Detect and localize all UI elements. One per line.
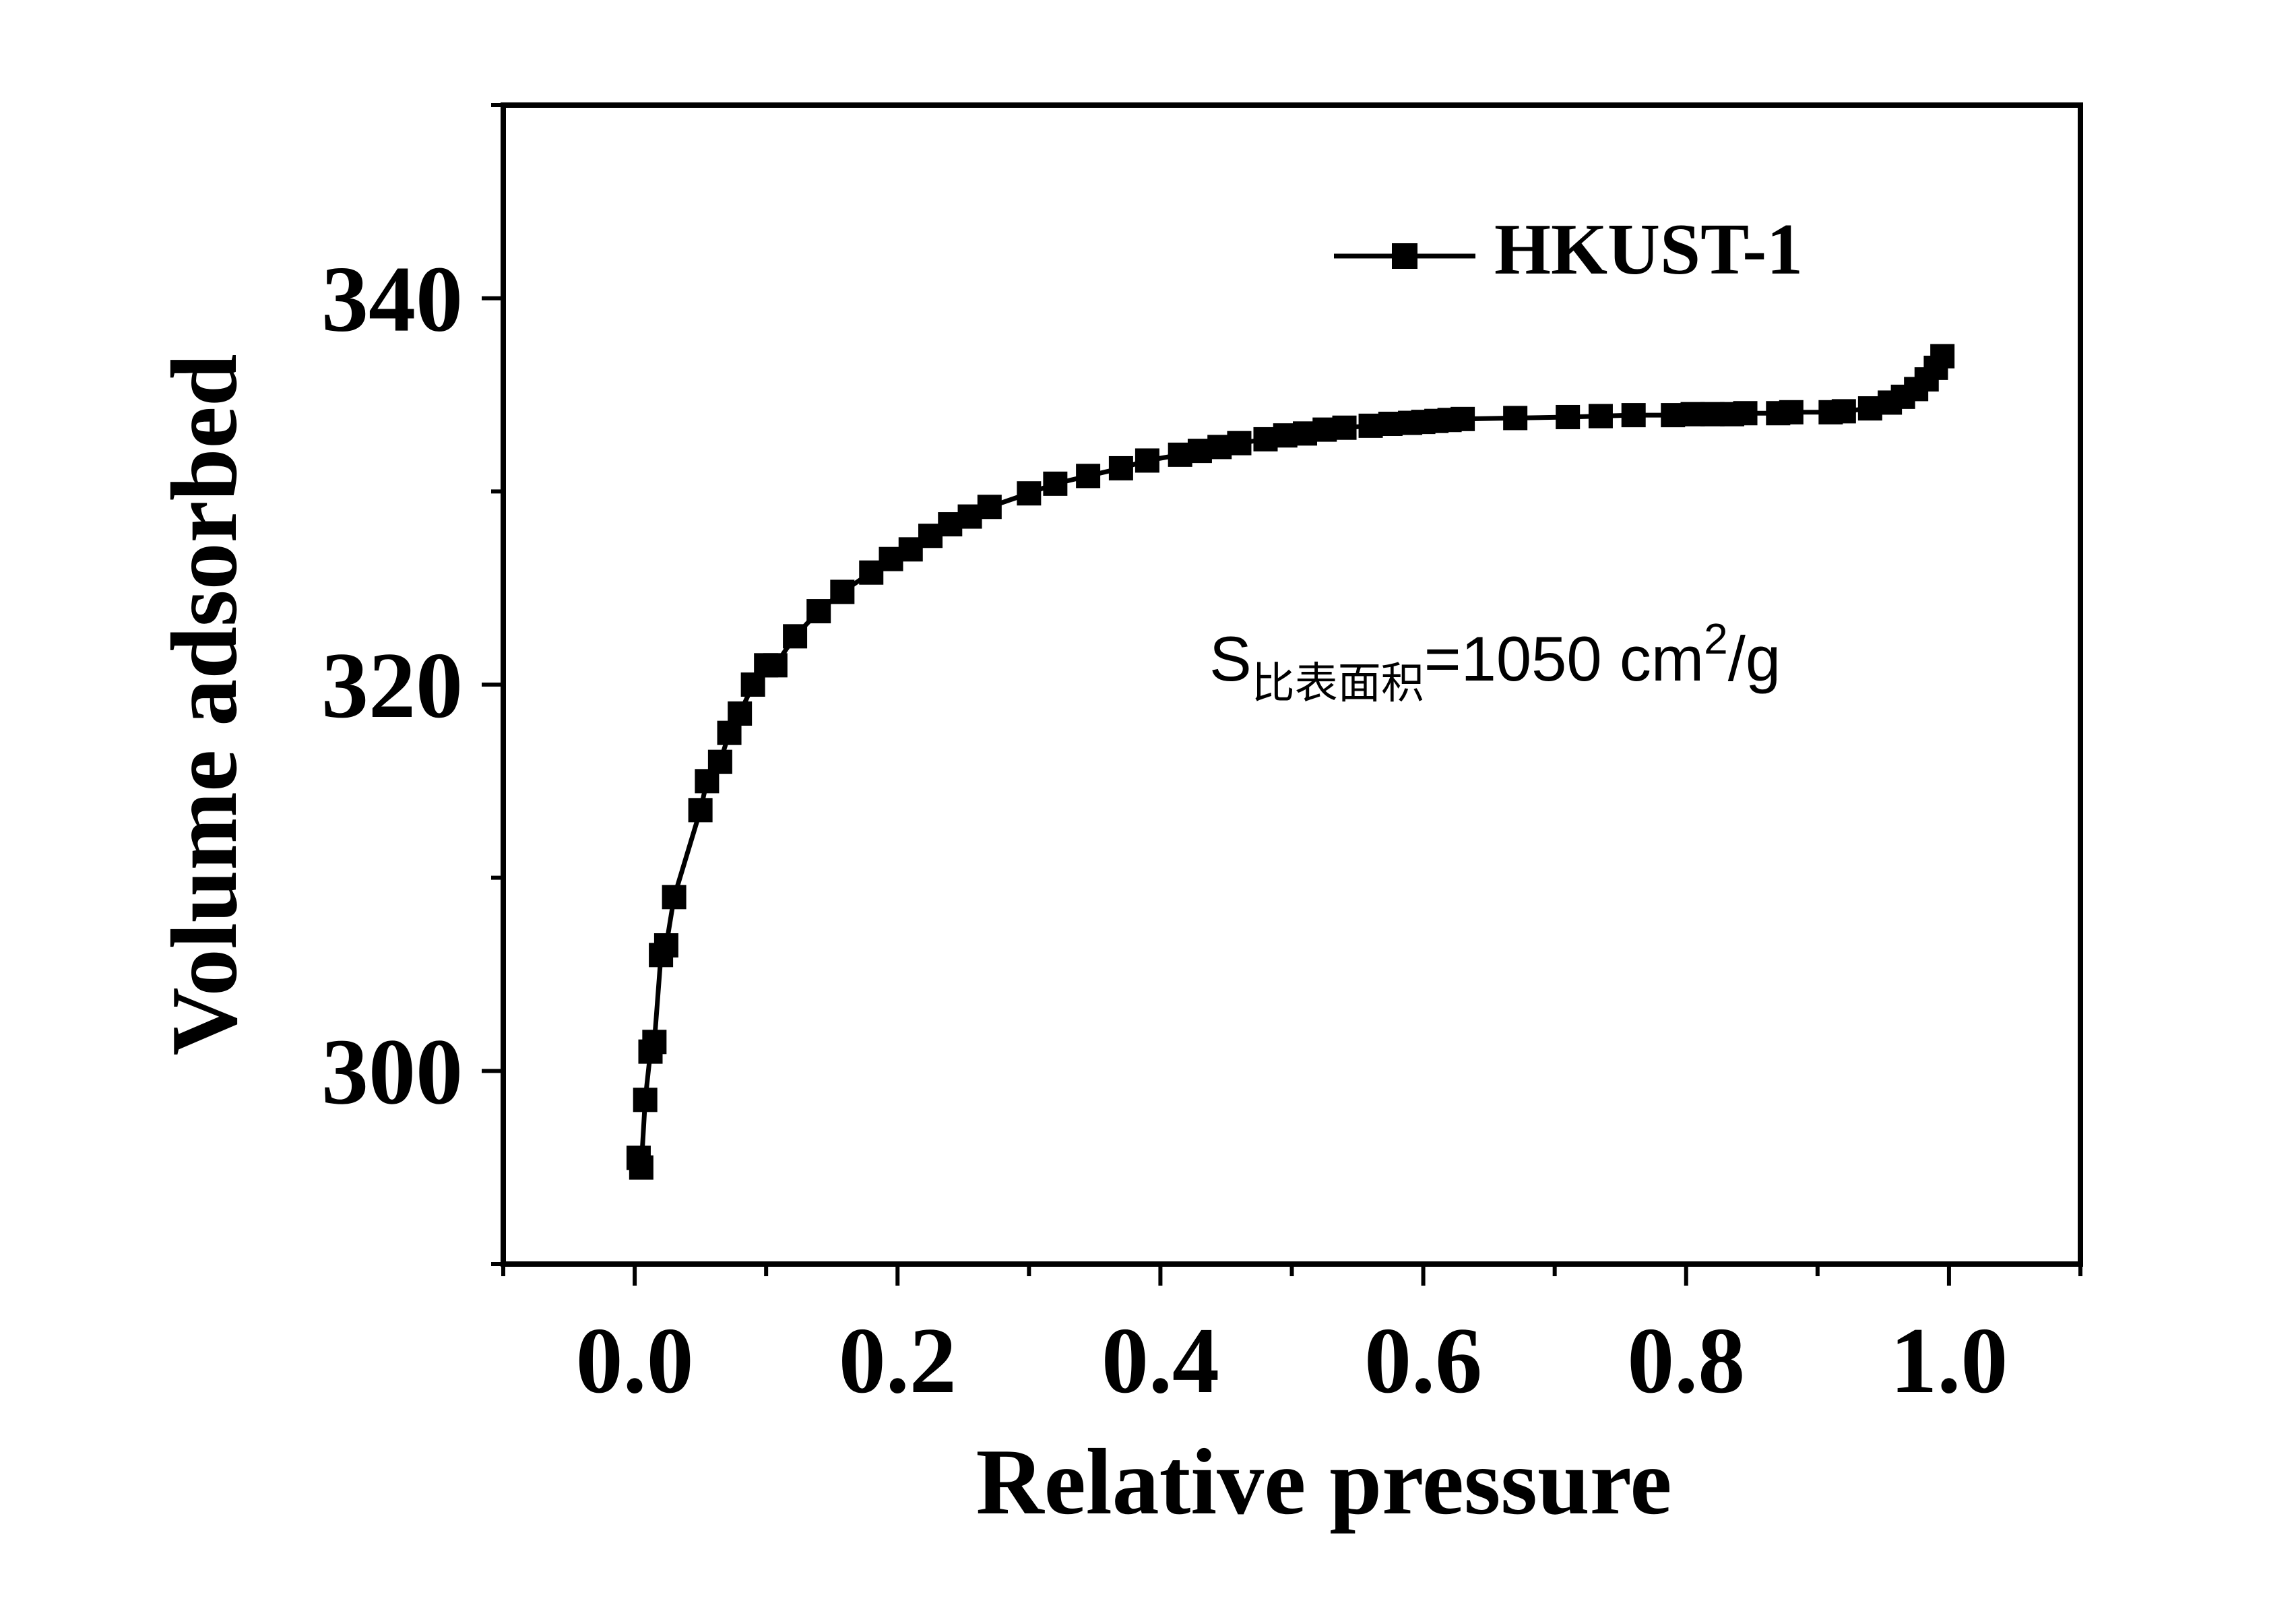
data-point	[728, 701, 753, 726]
legend: HKUST-1	[1334, 210, 1803, 290]
data-point	[1621, 403, 1646, 428]
data-point	[1332, 415, 1357, 440]
data-point	[662, 885, 687, 910]
y-tick-label: 340	[321, 247, 463, 352]
data-point	[1556, 404, 1581, 429]
annotation-suffix: /g	[1728, 623, 1781, 694]
x-tick-label: 0.4	[1102, 1309, 1219, 1413]
data-point	[763, 653, 788, 678]
data-point	[1831, 399, 1856, 424]
data-point	[1779, 400, 1804, 425]
data-point	[1733, 401, 1758, 426]
data-point	[1108, 455, 1133, 480]
x-tick-label: 0.8	[1627, 1309, 1745, 1413]
legend-marker-icon	[1392, 243, 1417, 269]
data-point	[1588, 404, 1613, 429]
data-point	[653, 933, 678, 957]
data-point	[707, 749, 732, 774]
data-point	[806, 599, 831, 624]
data-point	[642, 1030, 667, 1055]
surface-area-annotation: S比表面积=1050 cm2/g	[1209, 615, 1781, 708]
x-axis-label: Relative pressure	[976, 1430, 1672, 1534]
x-tick-label: 1.0	[1890, 1309, 2008, 1413]
data-point	[629, 1155, 653, 1180]
y-axis-label: Volume adsorbed	[152, 354, 257, 1055]
annotation-prefix: S	[1209, 623, 1252, 694]
data-point	[1503, 406, 1528, 431]
y-tick-label: 300	[321, 1019, 463, 1124]
x-tick-label: 0.6	[1364, 1309, 1482, 1413]
annotation-body: =1050 cm	[1424, 623, 1704, 694]
tick-labels: 0.0 0.2 0.4 0.6 0.8 1.0 300 320 340	[321, 247, 2008, 1413]
x-tick-label: 0.2	[839, 1309, 957, 1413]
data-point	[977, 495, 1002, 520]
data-point	[1450, 406, 1475, 431]
data-point	[1930, 344, 1955, 369]
data-point	[1043, 471, 1068, 496]
data-point	[688, 798, 713, 823]
series-line-hkust-1	[636, 354, 1945, 1170]
data-markers	[626, 344, 1955, 1180]
legend-label: HKUST-1	[1494, 210, 1803, 290]
tick-marks	[482, 103, 2082, 1286]
annotation-superscript: 2	[1704, 615, 1728, 663]
x-tick-label: 0.0	[576, 1309, 694, 1413]
data-point	[1227, 431, 1252, 455]
annotation-subscript: 比表面积	[1252, 659, 1424, 708]
data-point	[1076, 464, 1101, 489]
data-point	[783, 624, 808, 649]
data-point	[830, 579, 855, 604]
y-tick-label: 320	[321, 633, 463, 738]
data-point	[633, 1088, 658, 1112]
data-point	[1135, 448, 1159, 473]
data-point	[1017, 481, 1042, 506]
